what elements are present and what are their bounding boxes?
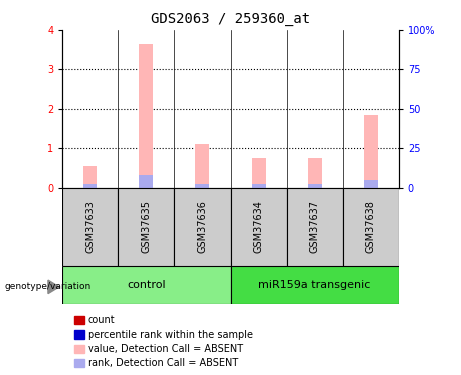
Text: GSM37637: GSM37637 <box>310 200 319 254</box>
Bar <box>343 188 399 266</box>
Bar <box>62 188 118 266</box>
Bar <box>252 184 266 188</box>
Bar <box>195 184 209 188</box>
Bar <box>230 266 399 304</box>
Text: GSM37638: GSM37638 <box>366 200 376 254</box>
Bar <box>195 144 209 188</box>
Text: percentile rank within the sample: percentile rank within the sample <box>88 330 253 339</box>
Bar <box>118 188 174 266</box>
Text: GSM37635: GSM37635 <box>142 200 151 254</box>
Bar <box>230 188 287 266</box>
Bar <box>174 188 230 266</box>
Title: GDS2063 / 259360_at: GDS2063 / 259360_at <box>151 12 310 26</box>
Bar <box>83 184 97 188</box>
Bar <box>307 184 322 188</box>
Text: GSM37634: GSM37634 <box>254 200 264 254</box>
Bar <box>83 166 97 188</box>
Bar <box>139 175 154 188</box>
Text: genotype/variation: genotype/variation <box>5 282 91 291</box>
Text: control: control <box>127 280 165 290</box>
Text: GSM37633: GSM37633 <box>85 200 95 254</box>
Bar <box>252 158 266 188</box>
Bar <box>139 44 154 188</box>
Bar <box>287 188 343 266</box>
Text: GSM37636: GSM37636 <box>197 200 207 254</box>
Polygon shape <box>48 280 59 294</box>
Text: value, Detection Call = ABSENT: value, Detection Call = ABSENT <box>88 344 242 354</box>
Text: rank, Detection Call = ABSENT: rank, Detection Call = ABSENT <box>88 358 238 368</box>
Text: count: count <box>88 315 115 325</box>
Bar <box>364 115 378 188</box>
Bar <box>364 180 378 188</box>
Bar <box>62 266 230 304</box>
Text: miR159a transgenic: miR159a transgenic <box>259 280 371 290</box>
Bar <box>307 158 322 188</box>
